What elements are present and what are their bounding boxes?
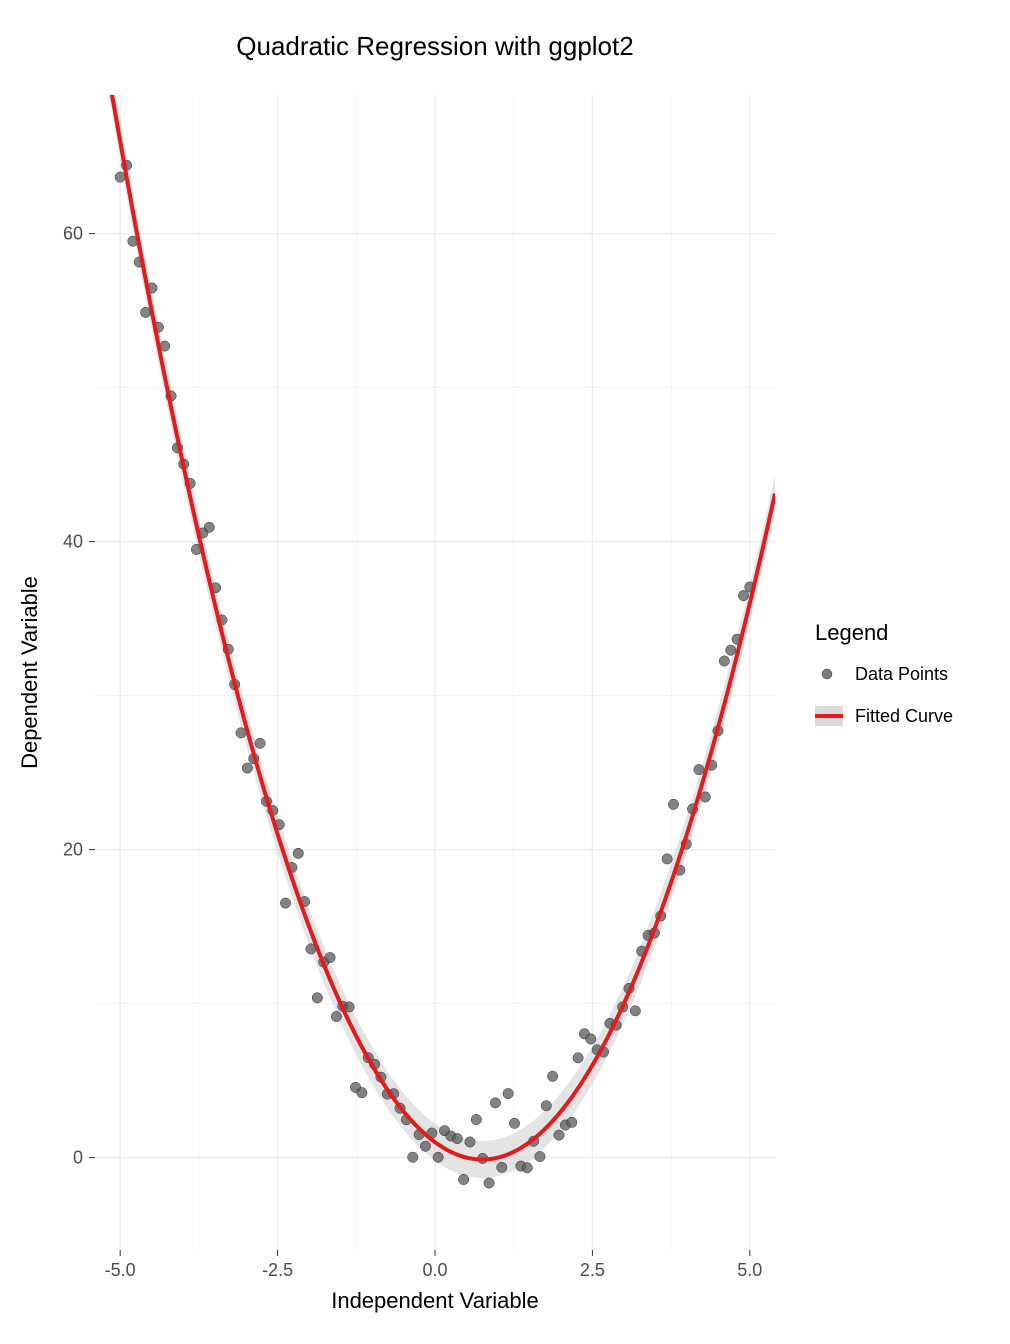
data-point [719, 656, 729, 666]
legend-point-icon [822, 669, 832, 679]
x-tick-label: 5.0 [737, 1260, 762, 1280]
data-point [408, 1152, 418, 1162]
data-point [433, 1152, 443, 1162]
data-point [668, 799, 678, 809]
data-point [554, 1130, 564, 1140]
data-point [522, 1163, 532, 1173]
x-tick-label: -2.5 [262, 1260, 293, 1280]
data-point [471, 1114, 481, 1124]
y-tick-label: 20 [63, 840, 83, 860]
data-point [115, 172, 125, 182]
data-point [573, 1053, 583, 1063]
y-tick-label: 60 [63, 224, 83, 244]
data-point [586, 1034, 596, 1044]
data-point [255, 738, 265, 748]
data-point [541, 1101, 551, 1111]
data-point [535, 1151, 545, 1161]
data-point [465, 1137, 475, 1147]
data-point [242, 763, 252, 773]
y-tick-label: 40 [63, 532, 83, 552]
data-point [452, 1133, 462, 1143]
data-point [662, 854, 672, 864]
data-point [325, 952, 335, 962]
data-point [547, 1071, 557, 1081]
data-point [509, 1118, 519, 1128]
data-point [567, 1117, 577, 1127]
data-point [204, 522, 214, 532]
y-tick-label: 0 [73, 1148, 83, 1168]
data-point [490, 1098, 500, 1108]
data-point [484, 1178, 494, 1188]
data-point [331, 1011, 341, 1021]
data-point [357, 1087, 367, 1097]
data-point [280, 898, 290, 908]
data-point [312, 993, 322, 1003]
legend-item-label: Fitted Curve [855, 706, 953, 726]
data-point [700, 792, 710, 802]
chart-title: Quadratic Regression with ggplot2 [236, 31, 633, 61]
data-point [503, 1088, 513, 1098]
legend-item-label: Data Points [855, 664, 948, 684]
data-point [738, 590, 748, 600]
data-point [458, 1174, 468, 1184]
data-point [630, 1006, 640, 1016]
x-axis-label: Independent Variable [331, 1288, 539, 1313]
data-point [140, 307, 150, 317]
data-point [236, 728, 246, 738]
x-tick-label: -5.0 [105, 1260, 136, 1280]
data-point [694, 764, 704, 774]
y-axis-label: Dependent Variable [17, 576, 42, 769]
data-point [420, 1141, 430, 1151]
x-tick-label: 2.5 [580, 1260, 605, 1280]
data-point [726, 645, 736, 655]
data-point [497, 1162, 507, 1172]
x-tick-label: 0.0 [422, 1260, 447, 1280]
legend-title: Legend [815, 620, 888, 645]
data-point [293, 848, 303, 858]
